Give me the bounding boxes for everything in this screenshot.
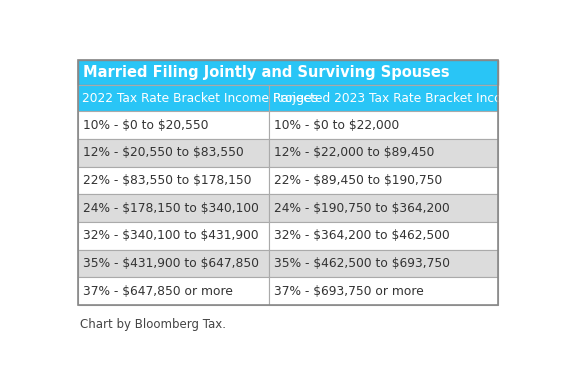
Bar (269, 250, 498, 277)
Text: 35% - $431,900 to $647,850: 35% - $431,900 to $647,850 (83, 257, 259, 270)
Text: 12% - $22,000 to $89,450: 12% - $22,000 to $89,450 (274, 146, 435, 159)
Bar (78, 250, 269, 277)
Text: 10% - $0 to $20,550: 10% - $0 to $20,550 (83, 119, 209, 132)
Bar (78, 85, 269, 111)
Bar (269, 277, 498, 305)
Text: Projected 2023 Tax Rate Bracket Income Ranges: Projected 2023 Tax Rate Bracket Income R… (274, 92, 562, 105)
Bar (78, 111, 269, 139)
Bar (78, 60, 498, 85)
Bar (269, 194, 498, 222)
Bar (78, 222, 269, 250)
Bar (78, 194, 269, 222)
Text: 22% - $89,450 to $190,750: 22% - $89,450 to $190,750 (274, 174, 443, 187)
Text: 24% - $178,150 to $340,100: 24% - $178,150 to $340,100 (83, 201, 259, 215)
Text: 12% - $20,550 to $83,550: 12% - $20,550 to $83,550 (83, 146, 244, 159)
Text: 2022 Tax Rate Bracket Income Ranges: 2022 Tax Rate Bracket Income Ranges (83, 92, 319, 105)
Text: 10% - $0 to $22,000: 10% - $0 to $22,000 (274, 119, 400, 132)
Text: 32% - $364,200 to $462,500: 32% - $364,200 to $462,500 (274, 229, 450, 242)
Text: 32% - $340,100 to $431,900: 32% - $340,100 to $431,900 (83, 229, 259, 242)
Bar (78, 60, 498, 305)
Text: 22% - $83,550 to $178,150: 22% - $83,550 to $178,150 (83, 174, 252, 187)
Bar (269, 111, 498, 139)
Text: 37% - $647,850 or more: 37% - $647,850 or more (83, 284, 233, 298)
Bar (269, 139, 498, 166)
Text: 24% - $190,750 to $364,200: 24% - $190,750 to $364,200 (274, 201, 450, 215)
Bar (78, 277, 269, 305)
Bar (269, 222, 498, 250)
Bar (78, 139, 269, 166)
Text: 35% - $462,500 to $693,750: 35% - $462,500 to $693,750 (274, 257, 450, 270)
Text: 37% - $693,750 or more: 37% - $693,750 or more (274, 284, 424, 298)
Text: Chart by Bloomberg Tax.: Chart by Bloomberg Tax. (80, 318, 226, 331)
Bar (269, 85, 498, 111)
Text: Married Filing Jointly and Surviving Spouses: Married Filing Jointly and Surviving Spo… (83, 65, 450, 80)
Bar (78, 166, 269, 194)
Bar (269, 166, 498, 194)
